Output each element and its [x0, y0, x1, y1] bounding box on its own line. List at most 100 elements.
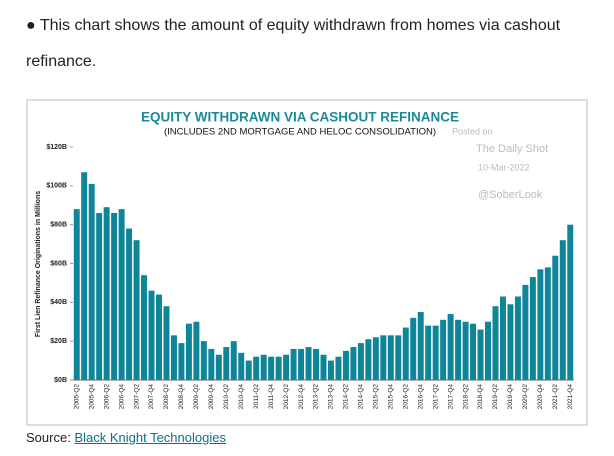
bar	[425, 325, 432, 380]
x-tick-label: 2011-Q2	[253, 384, 260, 409]
x-tick-label: 2014-Q4	[358, 384, 365, 410]
bar	[118, 209, 125, 380]
bar	[313, 348, 320, 380]
bar	[567, 224, 574, 380]
chart: EQUITY WITHDRAWN VIA CASHOUT REFINANCE (…	[26, 99, 588, 426]
bar	[96, 213, 103, 380]
y-tick-label: $60B	[50, 260, 67, 267]
y-axis-label: First Lien Refinance Originations in Mil…	[35, 191, 42, 337]
bar	[185, 323, 192, 380]
x-tick-label: 2017-Q2	[432, 384, 439, 410]
x-tick-label: 2019-Q4	[507, 384, 514, 410]
x-tick-label: 2014-Q2	[343, 384, 350, 410]
bar	[447, 313, 454, 380]
x-tick-label: 2010-Q4	[238, 384, 245, 410]
bar	[327, 360, 334, 380]
watermark: The Daily Shot	[476, 143, 548, 155]
bar	[350, 346, 357, 380]
bar	[440, 319, 447, 380]
bar	[455, 319, 462, 380]
chart-subtitle: (INCLUDES 2ND MORTGAGE AND HELOC CONSOLI…	[164, 127, 436, 138]
bar	[514, 296, 521, 380]
bar	[275, 356, 282, 380]
bar	[342, 350, 349, 380]
bar	[88, 183, 95, 380]
bar	[133, 240, 140, 380]
x-tick-label: 2015-Q2	[373, 384, 380, 410]
bar	[410, 317, 417, 380]
bar	[178, 343, 185, 380]
x-tick-label: 2011-Q4	[268, 384, 275, 409]
x-tick-label: 2016-Q2	[402, 384, 409, 410]
x-tick-label: 2016-Q4	[417, 384, 424, 410]
x-tick-label: 2013-Q2	[313, 384, 320, 410]
x-tick-label: 2012-Q4	[298, 384, 305, 410]
x-tick-label: 2005-Q4	[88, 384, 95, 410]
bar	[200, 341, 207, 380]
x-tick-label: 2010-Q2	[223, 384, 230, 410]
bar	[215, 354, 222, 380]
bar	[163, 306, 170, 380]
bar	[156, 294, 162, 380]
bar	[283, 354, 290, 380]
bar	[522, 284, 529, 380]
bar	[170, 335, 177, 380]
x-tick-label: 2018-Q2	[462, 384, 469, 410]
bar	[417, 312, 424, 380]
x-tick-label: 2020-Q2	[522, 384, 529, 410]
bar	[141, 275, 148, 380]
bar	[462, 321, 469, 380]
x-tick-label: 2006-Q2	[103, 384, 110, 410]
bar	[290, 348, 297, 380]
source: Source: Black Knight Technologies	[26, 430, 226, 445]
source-label: Source:	[26, 430, 71, 445]
x-tick-label: 2020-Q4	[537, 384, 544, 410]
x-tick-label: 2021-Q2	[552, 384, 559, 410]
x-tick-label: 2012-Q2	[283, 384, 290, 410]
y-tick-label: $120B	[46, 144, 67, 151]
bar	[387, 335, 394, 380]
bar	[81, 172, 88, 380]
bar	[507, 304, 514, 380]
bar	[537, 269, 544, 380]
bar	[432, 325, 439, 380]
bar	[380, 335, 387, 380]
x-tick-label: 2009-Q4	[208, 384, 215, 410]
watermark: 10-Mar-2022	[478, 162, 530, 172]
bar	[245, 360, 252, 380]
bar	[230, 341, 237, 380]
bar	[552, 255, 559, 380]
x-tick-label: 2015-Q4	[388, 384, 395, 410]
x-tick-label: 2006-Q4	[118, 384, 125, 410]
x-tick-label: 2007-Q4	[148, 384, 155, 410]
x-tick-label: 2013-Q4	[328, 384, 335, 410]
bar	[223, 346, 230, 380]
bar	[372, 337, 379, 380]
bar	[477, 329, 484, 380]
x-tick-label: 2007-Q2	[133, 384, 140, 410]
x-tick-label: 2009-Q2	[193, 384, 200, 410]
bar	[492, 306, 499, 380]
bar	[335, 356, 342, 380]
bar	[111, 213, 118, 380]
bar	[529, 277, 536, 380]
bullet-paragraph: ● This chart shows the amount of equity …	[26, 17, 561, 70]
bar	[320, 354, 327, 380]
bar	[485, 321, 491, 380]
y-tick-label: $0B	[54, 377, 67, 384]
x-tick-label: 2008-Q4	[178, 384, 185, 410]
bar	[499, 296, 506, 380]
chart-title: EQUITY WITHDRAWN VIA CASHOUT REFINANCE	[141, 110, 459, 125]
x-tick-label: 2021-Q4	[567, 384, 574, 410]
x-tick-label: 2005-Q2	[73, 384, 80, 410]
bar	[126, 228, 133, 380]
x-tick-label: 2017-Q4	[447, 384, 454, 410]
bar	[357, 343, 364, 380]
bar	[253, 356, 260, 380]
bar	[193, 321, 200, 380]
bar	[148, 290, 155, 380]
x-tick-label: 2018-Q4	[477, 384, 484, 410]
y-tick-label: $80B	[50, 222, 67, 229]
source-link[interactable]: Black Knight Technologies	[74, 430, 226, 445]
